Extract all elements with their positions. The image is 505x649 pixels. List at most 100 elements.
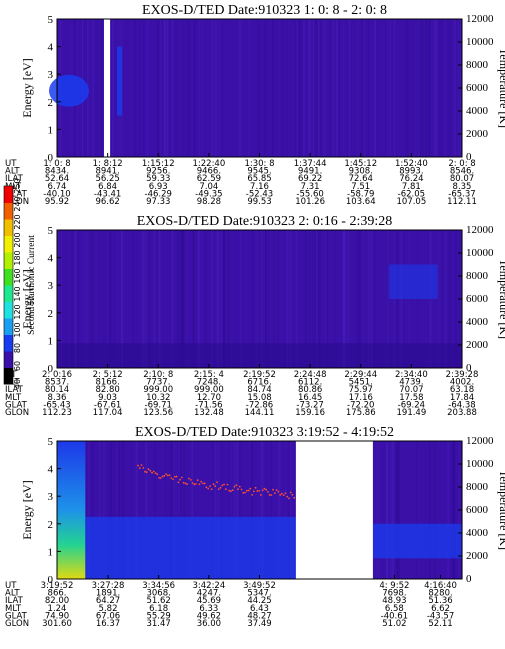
texture-streak	[212, 19, 214, 157]
y-tick-label: 4	[48, 42, 54, 54]
y-tick-label: 3	[48, 280, 54, 292]
trace-dot	[271, 494, 273, 496]
trace-dot	[188, 478, 190, 480]
trace-dot	[249, 488, 251, 490]
colorbar-tick-label: 200	[13, 232, 22, 247]
trace-dot	[167, 475, 169, 477]
y-tick-label: 5	[48, 225, 54, 237]
table-cell: 191.49	[397, 408, 427, 418]
table-cell: 159.16	[295, 408, 325, 418]
texture-streak	[282, 19, 283, 157]
y2-axis-label: Temperature [K]	[497, 48, 505, 128]
trace-dot	[206, 486, 208, 488]
texture-streak	[405, 19, 406, 157]
blue-band-right	[373, 524, 462, 559]
trace-dot	[197, 479, 199, 481]
texture-streak	[167, 19, 169, 157]
colorbar-segment	[4, 269, 13, 286]
texture-streak	[289, 19, 290, 157]
texture-streak	[338, 19, 340, 157]
texture-streak	[436, 19, 438, 157]
trace-dot	[156, 473, 158, 475]
texture-streak	[286, 19, 287, 157]
colorbar-segment	[4, 335, 13, 352]
y-tick-label: 1	[48, 124, 54, 136]
panel-2: EXOS-D/TED Date:910323 2: 0:16 - 2:39:28…	[5, 214, 505, 418]
y-tick-label: 3	[48, 491, 54, 503]
y2-tick-label: 6000	[466, 82, 489, 94]
colorbar-segment	[4, 219, 13, 236]
colorbar-segment	[4, 368, 13, 385]
texture-streak	[258, 19, 260, 157]
colorbar-segment	[4, 186, 13, 203]
panel-title: EXOS-D/TED Date:910323 3:19:52 - 4:19:52	[135, 425, 394, 440]
low-energy-blob	[49, 75, 89, 107]
y-axis-right: 0 2000 4000 6000 8000 10000 12000 Temperature […	[458, 13, 505, 163]
y-tick-label: 3	[48, 69, 54, 81]
trace-dot	[230, 490, 232, 492]
x-axis-table: UTALTILATMLTGLATGLON1: 0: 88434.52.646.7…	[5, 153, 477, 207]
panel-3: EXOS-D/TED Date:910323 3:19:52 - 4:19:52…	[5, 425, 505, 629]
trace-dot	[176, 476, 178, 478]
trace-dot	[234, 486, 236, 488]
texture-streak	[449, 19, 451, 157]
trace-dot	[195, 483, 197, 485]
texture-streak	[217, 19, 218, 157]
trace-dot	[186, 483, 188, 485]
y-axis-right: 0 2000 4000 6000 8000 10000 12000 Temperature […	[458, 224, 505, 374]
trace-dot	[213, 483, 215, 485]
trace-dot	[223, 484, 225, 486]
texture-streak	[170, 19, 172, 157]
table-row-label: GLON	[5, 408, 29, 418]
trace-dot	[139, 467, 141, 469]
colorbar-tick-label: 120	[13, 304, 22, 319]
y2-tick-label: 12000	[466, 435, 494, 447]
trace-dot	[285, 492, 287, 494]
y-tick-label: 4	[48, 464, 54, 476]
y-tick-label: 5	[48, 14, 54, 26]
texture-streak	[172, 19, 174, 157]
table-cell: 107.05	[397, 197, 427, 207]
texture-streak	[163, 19, 164, 157]
trace-dot	[286, 496, 288, 498]
texture-streak	[444, 19, 446, 157]
table-cell: 301.60	[42, 619, 72, 629]
trace-dot	[265, 489, 267, 491]
trace-dot	[199, 483, 201, 485]
trace-dot	[216, 481, 218, 483]
y-tick-label: 2	[48, 97, 54, 109]
y2-tick-label: 12000	[466, 224, 494, 236]
trace-dot	[218, 488, 220, 490]
colorbar-segment	[4, 252, 13, 269]
trace-dot	[292, 494, 294, 496]
texture-streak	[188, 19, 190, 157]
texture-streak	[123, 19, 124, 157]
colorbar-tick-label: 100	[13, 322, 22, 337]
texture-streak	[385, 19, 387, 157]
y-tick-label: 1	[48, 335, 54, 347]
panel-title: EXOS-D/TED Date:910323 2: 0:16 - 2:39:28	[137, 214, 392, 229]
trace-dot	[174, 476, 176, 478]
texture-streak	[361, 19, 363, 157]
texture-streak	[303, 19, 305, 157]
table-cell: 112.11	[447, 197, 477, 207]
texture-streak	[320, 19, 322, 157]
trace-dot	[255, 487, 257, 489]
texture-streak	[281, 19, 282, 157]
blue-feature	[117, 47, 122, 116]
texture-streak	[130, 19, 131, 157]
texture-streak	[223, 19, 224, 157]
trace-dot	[211, 488, 213, 490]
trace-dot	[221, 485, 223, 487]
trace-dot	[274, 492, 276, 494]
texture-streak	[157, 19, 159, 157]
y2-tick-label: 12000	[466, 13, 494, 25]
trace-dot	[262, 490, 264, 492]
texture-streak	[389, 19, 390, 157]
texture-streak	[97, 19, 98, 157]
y-axis-left: 0 1 2 3 4 5 Energy [eV]	[20, 436, 61, 586]
trace-dot	[248, 490, 250, 492]
trace-dot	[272, 489, 274, 491]
trace-dot	[214, 485, 216, 487]
